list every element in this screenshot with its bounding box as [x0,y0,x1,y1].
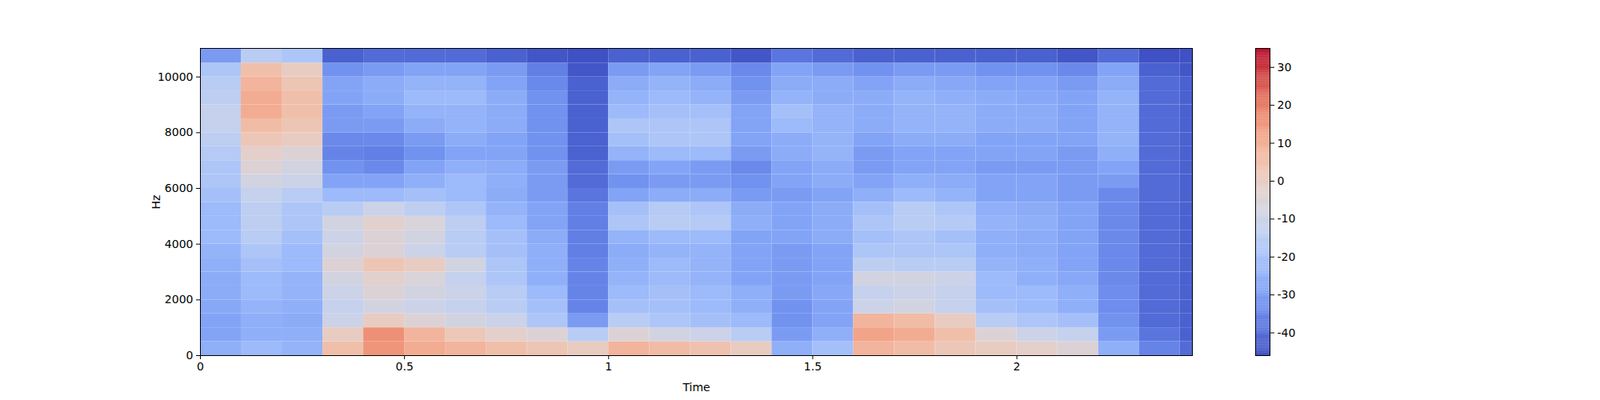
svg-text:1.5: 1.5 [804,360,822,373]
svg-text:0: 0 [1277,174,1285,188]
svg-text:Time: Time [681,380,710,394]
svg-text:0: 0 [196,360,204,373]
svg-text:6000: 6000 [164,181,194,195]
svg-text:-30: -30 [1277,288,1296,301]
svg-text:20: 20 [1277,98,1292,112]
svg-text:10: 10 [1277,136,1292,149]
svg-text:0.5: 0.5 [396,360,414,373]
svg-text:-10: -10 [1277,212,1296,225]
svg-text:8000: 8000 [164,125,194,139]
svg-text:0: 0 [186,348,194,362]
svg-text:2: 2 [1013,360,1021,373]
svg-text:10000: 10000 [157,70,194,84]
svg-text:2000: 2000 [164,292,194,306]
svg-text:-40: -40 [1277,326,1296,340]
svg-text:4000: 4000 [164,237,194,251]
svg-text:Hz: Hz [149,195,163,210]
svg-text:1: 1 [604,360,612,373]
svg-text:30: 30 [1277,60,1292,74]
svg-text:-20: -20 [1277,250,1296,264]
